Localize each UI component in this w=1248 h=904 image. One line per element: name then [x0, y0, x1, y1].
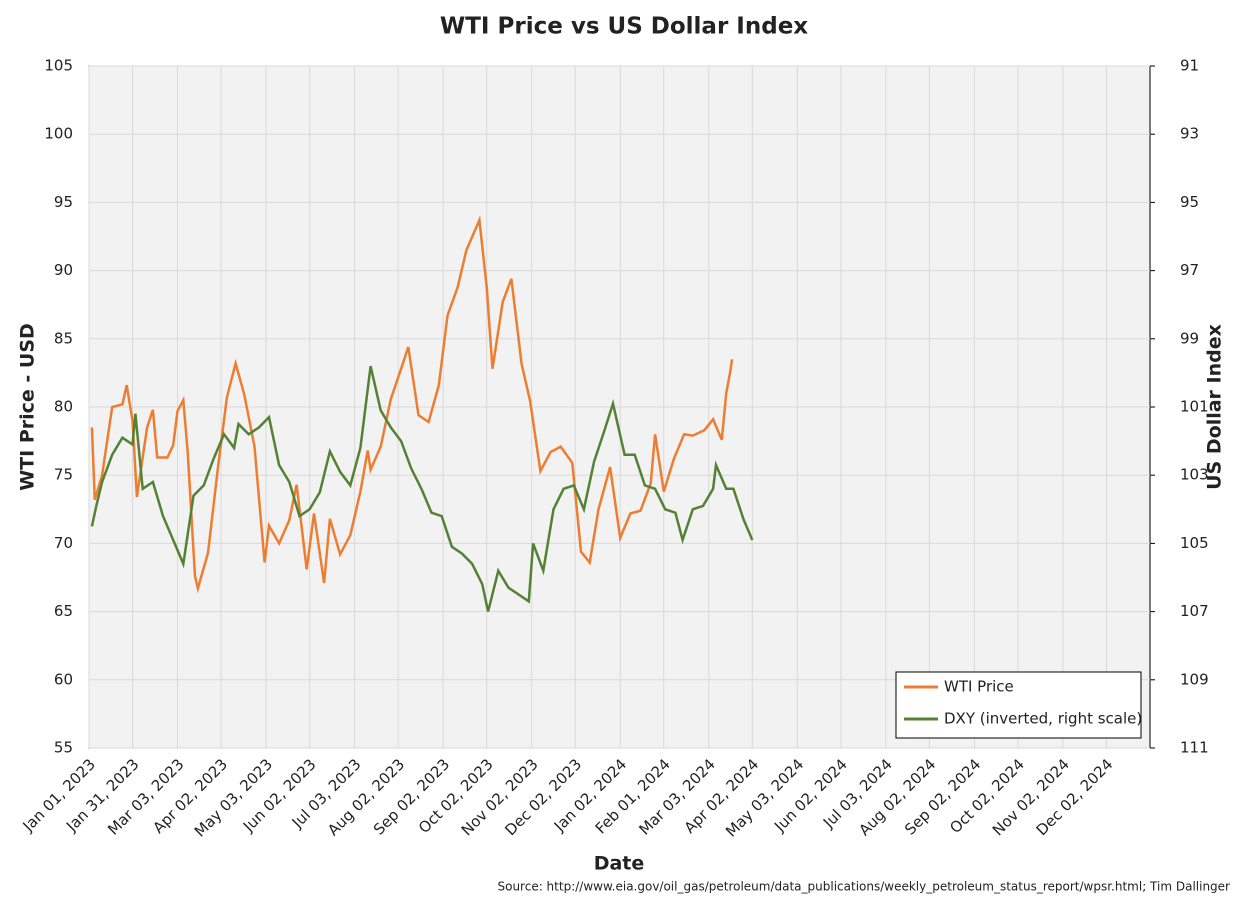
source-note: Source: http://www.eia.gov/oil_gas/petro…: [497, 880, 1230, 894]
y2-tick-label: 93: [1180, 125, 1199, 143]
y-tick-label: 60: [54, 670, 73, 688]
legend: WTI Price DXY (inverted, right scale): [895, 671, 1142, 739]
y-tick-label: 75: [54, 466, 73, 484]
series-line: [90, 215, 734, 594]
x-tick-label: Dec 02, 2023: [501, 755, 585, 839]
y-tick-label: 65: [54, 602, 73, 620]
y-tick-label: 100: [44, 125, 73, 143]
y2-tick-label: 107: [1180, 602, 1209, 620]
x-tick-label: Aug 02, 2023: [324, 755, 408, 839]
y2-tick-label: 103: [1180, 466, 1209, 484]
chart-title: WTI Price vs US Dollar Index: [440, 14, 808, 40]
y2-tick-label: 109: [1180, 670, 1209, 688]
y2-tick-label: 101: [1180, 398, 1209, 416]
series-line: [90, 365, 754, 612]
y2-tick-label: 105: [1180, 534, 1209, 552]
y-tick-label: 55: [54, 739, 73, 757]
y-axis-title: WTI Price - USD: [17, 323, 39, 491]
y2-tick-label: 95: [1180, 193, 1199, 211]
y-tick-label: 80: [54, 398, 73, 416]
y-tick-label: 90: [54, 261, 73, 279]
x-tick-label: Jan 01, 2023: [19, 755, 99, 835]
y2-tick-label: 91: [1180, 57, 1199, 75]
y-tick-label: 70: [54, 534, 73, 552]
x-tick-label: Dec 02, 2024: [1033, 755, 1117, 839]
y2-tick-label: 111: [1180, 739, 1209, 757]
legend-label: DXY (inverted, right scale): [944, 710, 1142, 728]
y2-tick-label: 99: [1180, 329, 1199, 347]
y-tick-label: 105: [44, 57, 73, 75]
legend-box: [895, 671, 1142, 739]
y2-tick-label: 97: [1180, 261, 1199, 279]
y-tick-label: 95: [54, 193, 73, 211]
x-tick-label: Aug 02, 2024: [855, 755, 939, 839]
x-axis-title: Date: [594, 853, 645, 875]
y-tick-label: 85: [54, 329, 73, 347]
y2-axis-title: US Dollar Index: [1204, 324, 1226, 490]
legend-label: WTI Price: [944, 678, 1014, 696]
